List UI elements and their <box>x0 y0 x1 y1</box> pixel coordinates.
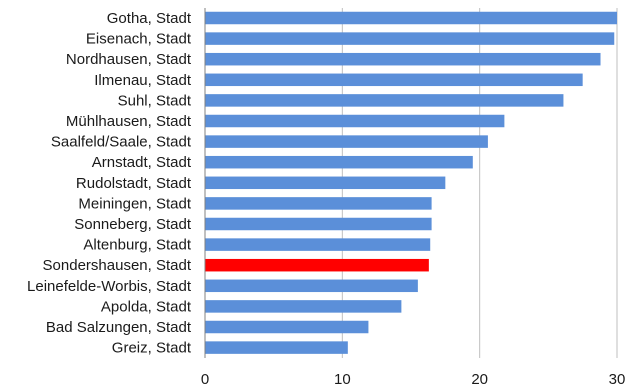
bar <box>205 238 431 251</box>
bar <box>205 94 564 107</box>
category-label: Gotha, Stadt <box>107 10 192 27</box>
category-label: Nordhausen, Stadt <box>66 51 192 68</box>
bar <box>205 52 601 66</box>
x-tick-label: 20 <box>471 371 488 385</box>
category-label: Rudolstadt, Stadt <box>76 175 192 192</box>
category-label: Apolda, Stadt <box>101 298 192 315</box>
bar <box>205 73 583 87</box>
category-label: Leinefelde-Worbis, Stadt <box>27 278 192 295</box>
bar <box>205 341 348 354</box>
category-label: Sondershausen, Stadt <box>43 257 192 274</box>
bar <box>205 279 418 293</box>
category-label: Ilmenau, Stadt <box>94 72 192 89</box>
bar <box>205 11 617 25</box>
bars-layer <box>205 11 617 354</box>
x-axis-ticks: 0 10 20 30 <box>201 371 626 385</box>
bar <box>205 176 446 190</box>
category-label: Bad Salzungen, Stadt <box>46 319 192 336</box>
category-label: Arnstadt, Stadt <box>92 154 192 171</box>
bar-highlighted <box>205 258 429 272</box>
category-labels: Gotha, Stadt Eisenach, Stadt Nordhausen, S… <box>27 10 192 357</box>
category-label: Saalfeld/Saale, Stadt <box>51 134 192 151</box>
bar <box>205 320 369 334</box>
bar <box>205 217 432 231</box>
bar <box>205 114 505 128</box>
bar <box>205 135 488 148</box>
category-label: Altenburg, Stadt <box>83 237 191 254</box>
bar <box>205 155 473 169</box>
x-tick-label: 10 <box>334 371 351 385</box>
category-label: Greiz, Stadt <box>112 340 192 357</box>
x-tick-label: 30 <box>609 371 626 385</box>
bar <box>205 32 615 45</box>
category-label: Suhl, Stadt <box>118 92 192 109</box>
category-label: Sonneberg, Stadt <box>74 216 192 233</box>
bar <box>205 197 432 210</box>
x-tick-label: 0 <box>201 371 209 385</box>
category-label: Meiningen, Stadt <box>78 195 191 212</box>
category-label: Mühlhausen, Stadt <box>66 113 192 130</box>
category-label: Eisenach, Stadt <box>86 31 192 48</box>
bar <box>205 300 402 313</box>
